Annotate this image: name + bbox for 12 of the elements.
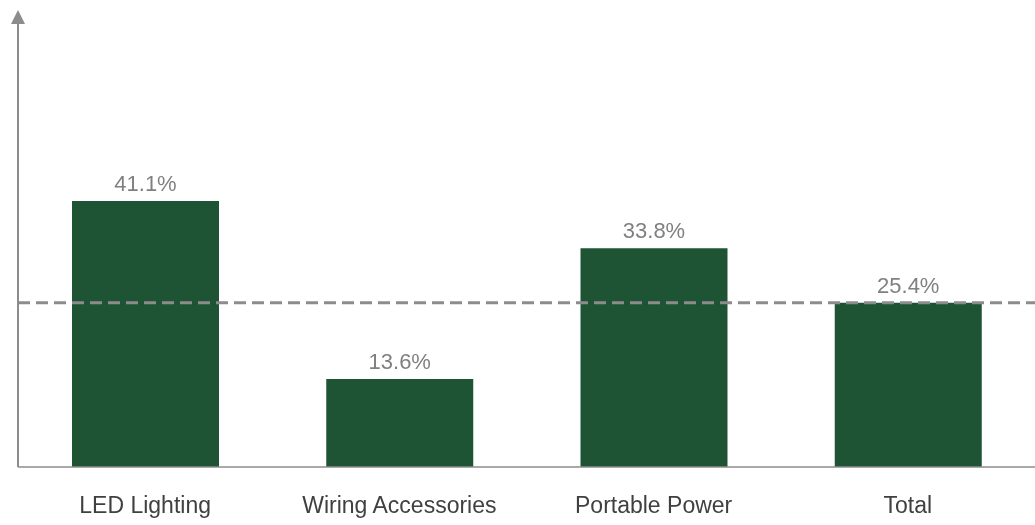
bar <box>834 302 982 467</box>
x-tick-label: Portable Power <box>575 492 733 519</box>
data-label: 25.4% <box>877 272 940 298</box>
data-label: 41.1% <box>114 171 177 197</box>
data-label: 13.6% <box>368 349 431 375</box>
bar <box>326 379 474 467</box>
data-label: 33.8% <box>622 218 686 244</box>
x-tick-label: Total <box>883 492 933 519</box>
x-tick-label: Wiring Accessories <box>302 492 497 519</box>
bar <box>580 248 728 467</box>
x-tick-label: LED Lighting <box>79 492 211 519</box>
bar <box>72 201 219 467</box>
